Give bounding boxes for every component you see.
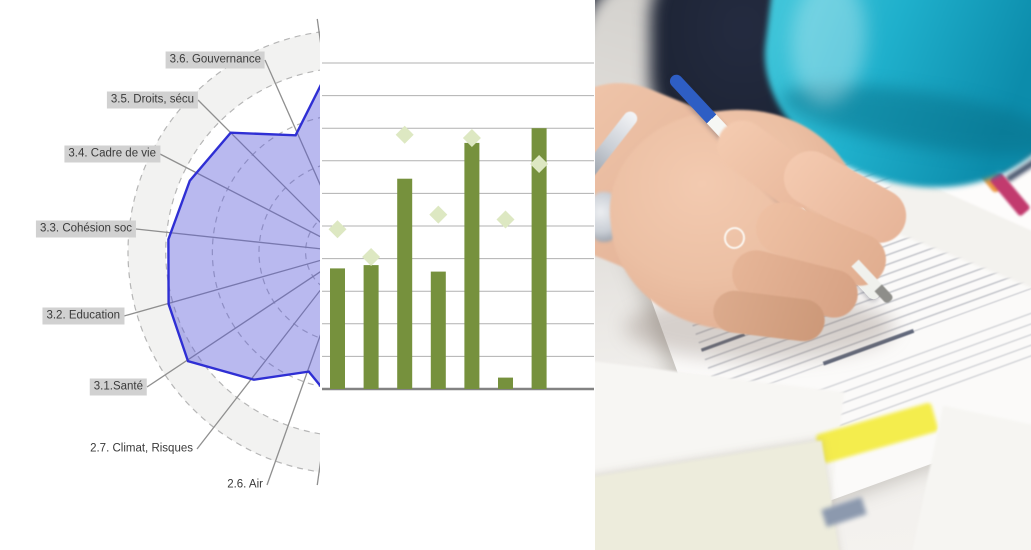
radar-axis-label: 2.7. Climat, Risques (90, 442, 193, 455)
diamond-marker (362, 247, 381, 266)
radar-axis-label: 3.6. Gouvernance (165, 51, 265, 69)
bar (330, 268, 345, 389)
radar-data-polygon (167, 83, 320, 388)
radar-axis-label: 3.2. Education (42, 307, 124, 325)
radar-axis-label: 2.6. Air (227, 478, 263, 491)
diamond-marker (328, 220, 347, 239)
diamond-marker (462, 128, 481, 147)
radar-spoke (123, 259, 320, 317)
bar-chart (322, 62, 594, 391)
radar-spoke (266, 334, 320, 486)
bar (363, 265, 379, 389)
diamond-marker (429, 205, 448, 224)
radar-axis-label: 3.5. Droits, sécu (106, 91, 198, 109)
radar-spoke (196, 289, 320, 450)
radar-axis-label: 3.3. Cohésion soc (35, 220, 136, 238)
bar (498, 377, 513, 389)
bar (531, 128, 547, 389)
diamond-marker (530, 155, 549, 174)
radar-spoke (159, 153, 320, 238)
radar-spoke (146, 271, 320, 388)
diamond-marker (395, 125, 414, 144)
radar-spoke (197, 99, 320, 223)
bar (397, 178, 413, 389)
radar-gridline-ring (127, 31, 320, 473)
radar-chart (123, 18, 320, 486)
bar (464, 142, 480, 389)
radar-gridline-ring (211, 117, 320, 387)
photo-panel (595, 0, 1031, 550)
radar-axis-label: 3.4. Cadre de vie (64, 145, 160, 163)
diamond-marker (496, 210, 515, 229)
bar (430, 271, 446, 389)
radar-axis-label: 3.1.Santé (89, 378, 147, 396)
radar-inner-area (165, 70, 320, 434)
radar-spoke (264, 59, 320, 186)
